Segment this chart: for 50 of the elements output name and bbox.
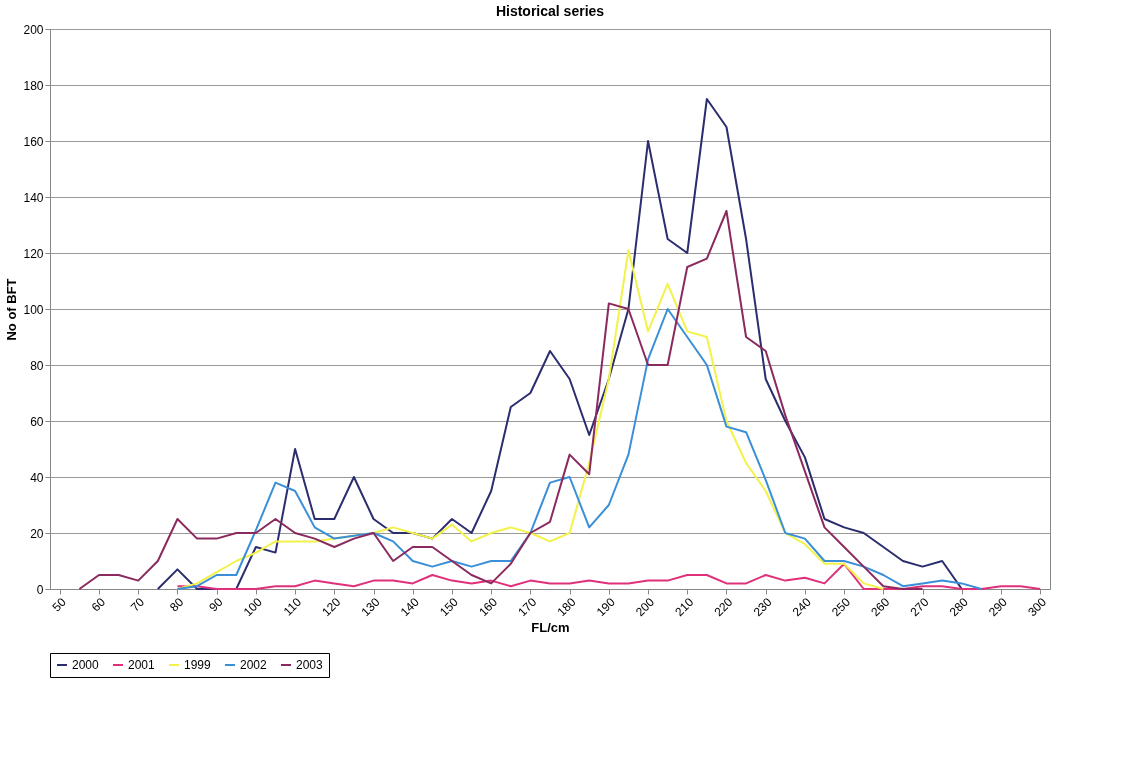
legend-label: 2001 (128, 658, 156, 672)
chart-title: Historical series (495, 3, 605, 19)
x-tick-label: 130 (358, 594, 383, 620)
x-tick-label: 70 (127, 594, 148, 615)
x-tick-label: 240 (789, 594, 815, 620)
x-tick-label: 90 (206, 594, 226, 615)
x-tick-label: 220 (711, 594, 736, 620)
x-tick-label: 100 (240, 594, 266, 620)
x-tick-label: 110 (280, 594, 305, 619)
x-tick-label: 260 (868, 594, 893, 620)
y-tick-label: 180 (23, 78, 44, 93)
x-tick-label: 160 (476, 594, 501, 620)
x-tick-label: 250 (829, 594, 854, 620)
line-series (156, 98, 963, 590)
x-tick-label: 180 (554, 594, 579, 620)
y-tick-label: 40 (30, 470, 44, 485)
x-tick-label: 300 (1025, 594, 1050, 620)
line-series (176, 308, 983, 590)
line-series (78, 210, 924, 590)
y-tick-label: 20 (30, 526, 44, 541)
x-tick-label: 60 (88, 594, 109, 615)
x-axis-title: FL/cm (531, 620, 570, 636)
x-tick-label: 290 (985, 594, 1011, 620)
x-tick-label: 140 (397, 594, 422, 620)
x-tick-label: 190 (593, 594, 619, 620)
x-tick-label: 280 (946, 594, 971, 620)
x-tick-label: 200 (632, 594, 658, 620)
y-tick-label: 80 (30, 358, 44, 373)
x-tick-label: 120 (319, 594, 344, 620)
line-series (176, 249, 885, 590)
x-tick-label: 270 (907, 594, 932, 620)
y-tick-label: 120 (23, 246, 44, 261)
y-tick-label: 100 (23, 302, 44, 317)
y-axis-title: No of BFT (4, 278, 20, 341)
legend-label: 2003 (296, 658, 324, 672)
legend-label: 1999 (184, 658, 212, 672)
y-tick-label: 0 (36, 582, 44, 597)
y-tick-label: 160 (23, 134, 44, 149)
x-tick-label: 230 (750, 594, 775, 620)
x-tick-label: 50 (49, 594, 70, 615)
legend-label: 2000 (72, 658, 100, 672)
x-tick-label: 150 (436, 594, 462, 620)
x-tick-label: 170 (515, 594, 540, 620)
x-tick-label: 80 (167, 594, 187, 615)
line-series (176, 562, 1042, 590)
y-tick-label: 60 (30, 414, 44, 429)
y-tick-label: 200 (23, 22, 44, 37)
x-tick-label: 210 (672, 594, 697, 620)
y-tick-label: 140 (23, 190, 44, 205)
legend-label: 2002 (240, 658, 268, 672)
